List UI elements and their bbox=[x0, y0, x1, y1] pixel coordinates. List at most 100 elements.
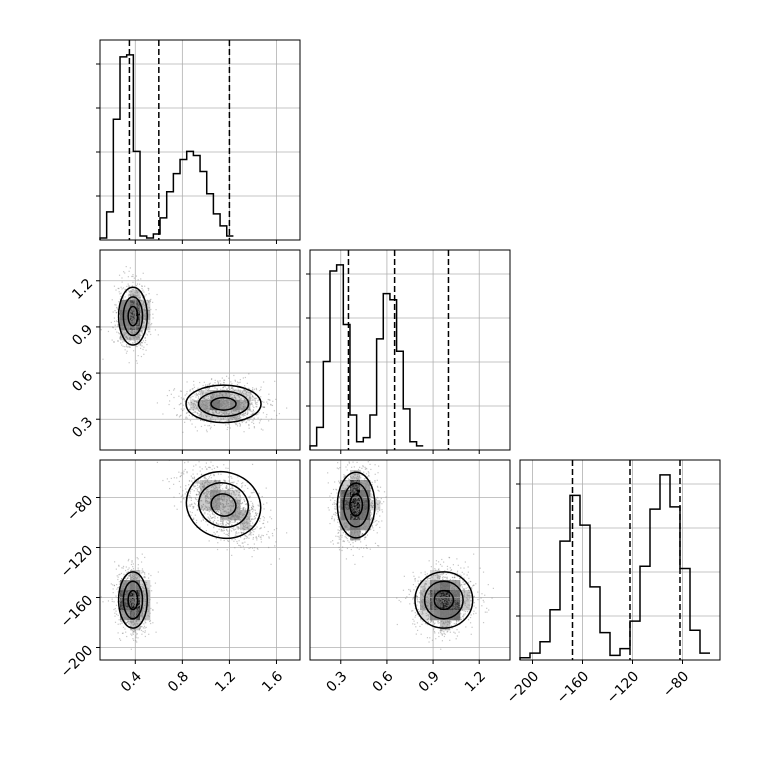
sample-point bbox=[124, 606, 127, 608]
density-cell bbox=[340, 500, 351, 511]
sample-point bbox=[220, 405, 223, 407]
sample-point bbox=[125, 610, 127, 612]
sample-point bbox=[130, 317, 132, 319]
sample-point bbox=[204, 505, 206, 507]
sample-point bbox=[129, 596, 131, 598]
density-cell bbox=[350, 480, 361, 491]
sample-point bbox=[217, 398, 219, 401]
sample-point bbox=[238, 517, 240, 519]
sample-point bbox=[124, 312, 126, 314]
sample-point bbox=[275, 541, 277, 543]
sample-point bbox=[184, 400, 186, 403]
sample-point bbox=[119, 317, 122, 319]
sample-point bbox=[222, 404, 224, 406]
sample-point bbox=[250, 547, 252, 549]
sample-point bbox=[270, 404, 272, 406]
sample-point bbox=[144, 581, 146, 583]
sample-point bbox=[134, 614, 136, 617]
sample-point bbox=[136, 330, 138, 332]
sample-point bbox=[145, 600, 147, 603]
sample-point bbox=[142, 594, 144, 596]
sample-point bbox=[135, 618, 137, 620]
sample-point bbox=[135, 316, 137, 318]
sample-point bbox=[129, 625, 132, 628]
sample-point bbox=[131, 330, 134, 332]
sample-point bbox=[138, 609, 140, 611]
sample-point bbox=[149, 299, 151, 301]
sample-point bbox=[239, 404, 242, 406]
sample-point bbox=[268, 536, 270, 538]
sample-point bbox=[246, 527, 248, 529]
sample-point bbox=[133, 616, 135, 619]
sample-point bbox=[127, 305, 129, 307]
sample-point bbox=[216, 401, 218, 403]
sample-point bbox=[210, 396, 213, 399]
sample-point bbox=[134, 603, 136, 605]
sample-point bbox=[258, 412, 260, 414]
sample-point bbox=[215, 501, 217, 503]
sample-point bbox=[211, 393, 214, 395]
sample-point bbox=[189, 492, 192, 494]
sample-point bbox=[220, 484, 222, 487]
sample-point bbox=[132, 563, 134, 565]
sample-point bbox=[140, 599, 143, 601]
sample-point bbox=[200, 389, 202, 392]
sample-point bbox=[117, 308, 119, 311]
sample-point bbox=[125, 304, 127, 306]
sample-point bbox=[131, 328, 133, 330]
sample-point bbox=[258, 399, 260, 401]
sample-point bbox=[139, 599, 141, 601]
sample-point bbox=[216, 504, 218, 507]
density-cell bbox=[200, 410, 211, 421]
sample-point bbox=[122, 296, 124, 299]
sample-point bbox=[173, 505, 176, 507]
sample-point bbox=[132, 305, 134, 307]
sample-point bbox=[136, 574, 138, 576]
sample-point bbox=[200, 425, 203, 428]
sample-point bbox=[241, 410, 243, 412]
sample-point bbox=[141, 334, 143, 337]
sample-point bbox=[131, 621, 133, 624]
sample-point bbox=[132, 587, 134, 589]
sample-point bbox=[192, 390, 195, 392]
sample-point bbox=[207, 405, 209, 407]
sample-point bbox=[201, 404, 203, 407]
sample-point bbox=[129, 585, 131, 587]
sample-point bbox=[135, 288, 137, 290]
sample-point bbox=[238, 402, 240, 404]
sample-point bbox=[239, 425, 241, 427]
sample-point bbox=[221, 404, 223, 406]
sample-point bbox=[228, 505, 230, 507]
sample-point bbox=[126, 319, 128, 321]
sample-point bbox=[242, 405, 245, 408]
sample-point bbox=[216, 412, 218, 414]
sample-point bbox=[206, 407, 208, 409]
sample-point bbox=[114, 310, 116, 312]
sample-point bbox=[118, 619, 120, 621]
sample-point bbox=[135, 301, 137, 304]
sample-point bbox=[206, 480, 208, 483]
sample-point bbox=[135, 595, 137, 597]
sample-point bbox=[262, 522, 265, 524]
sample-point bbox=[121, 318, 123, 320]
sample-point bbox=[130, 310, 132, 312]
sample-point bbox=[235, 512, 237, 514]
sample-point bbox=[227, 391, 230, 394]
sample-point bbox=[145, 605, 147, 607]
sample-point bbox=[235, 409, 237, 411]
sample-point bbox=[135, 301, 137, 304]
sample-point bbox=[131, 602, 133, 604]
sample-point bbox=[137, 305, 139, 307]
sample-point bbox=[204, 466, 207, 468]
sample-point bbox=[131, 324, 134, 326]
sample-point bbox=[138, 312, 140, 314]
sample-point bbox=[129, 312, 131, 314]
sample-point bbox=[223, 495, 225, 497]
sample-point bbox=[228, 407, 230, 409]
sample-point bbox=[220, 411, 222, 413]
sample-point bbox=[135, 599, 137, 601]
sample-point bbox=[222, 407, 224, 409]
sample-point bbox=[233, 521, 235, 523]
sample-point bbox=[224, 479, 226, 482]
sample-point bbox=[120, 588, 122, 590]
